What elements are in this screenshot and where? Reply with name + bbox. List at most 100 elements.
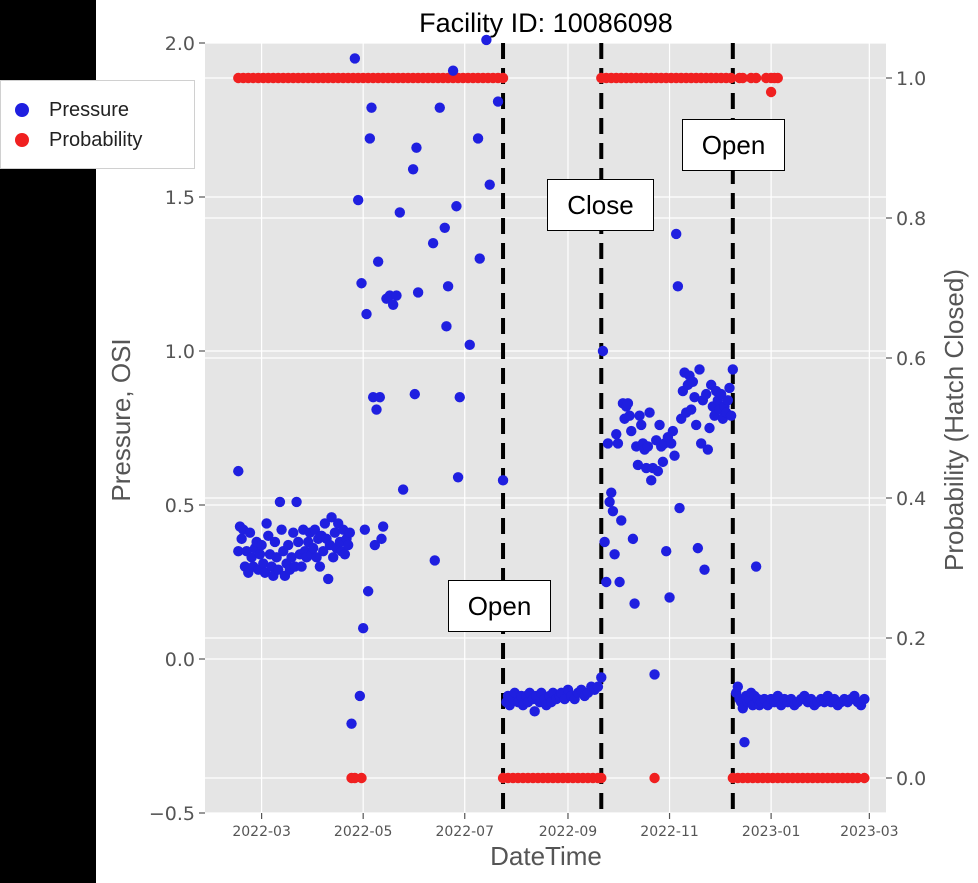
x-tick-label: 2023-01 — [742, 824, 801, 840]
pressure-point — [592, 681, 604, 692]
probability-point — [765, 86, 777, 98]
pressure-point — [318, 546, 329, 557]
pressure-point — [359, 524, 371, 535]
pressure-point — [644, 407, 655, 418]
pressure-point — [722, 395, 734, 406]
pressure-point — [602, 438, 614, 449]
pressure-point — [606, 487, 617, 498]
pressure-point — [626, 425, 637, 437]
pressure-point — [308, 542, 319, 554]
pressure-point — [411, 142, 422, 153]
pressure-point — [634, 410, 645, 421]
pressure-point — [344, 527, 356, 538]
x-axis-label: DateTime — [490, 841, 602, 871]
pressure-point — [271, 552, 282, 563]
pressure-point — [259, 567, 271, 578]
pressure-point — [667, 425, 679, 437]
pressure-point — [611, 428, 622, 440]
pressure-point — [529, 706, 540, 717]
pressure-point — [434, 102, 445, 113]
pressure-point — [724, 382, 735, 394]
pressure-point — [627, 533, 639, 545]
pressure-point — [286, 552, 297, 563]
pressure-point — [356, 278, 367, 289]
pressure-point — [666, 438, 677, 449]
y2-axis-label: Probability (Hatch Closed) — [939, 269, 969, 571]
pressure-point — [261, 518, 272, 529]
pressure-point — [481, 34, 492, 46]
pressure-point — [311, 552, 322, 563]
y-axis-label: Pressure, OSI — [106, 338, 136, 501]
pressure-point — [739, 736, 750, 748]
y2-tick-label: 0.8 — [896, 208, 926, 230]
pressure-point — [687, 376, 699, 387]
pressure-point — [273, 564, 284, 575]
pressure-point — [366, 102, 377, 113]
y-tick-label: 1.0 — [165, 341, 195, 363]
pressure-point — [604, 496, 615, 508]
pressure-point — [642, 441, 654, 452]
pressure-point — [646, 475, 657, 486]
pressure-point — [246, 552, 257, 563]
pressure-point — [601, 576, 612, 588]
pressure-point — [269, 536, 281, 548]
pressure-point — [283, 539, 294, 551]
pressure-point — [715, 388, 727, 400]
pressure-point — [674, 502, 685, 514]
pressure-point — [326, 512, 337, 523]
legend-label-probability: Probability — [49, 128, 143, 151]
legend-label-pressure: Pressure — [49, 98, 130, 121]
pressure-point — [609, 549, 620, 560]
pressure-point — [732, 681, 744, 692]
legend-marker-pressure — [15, 103, 29, 117]
pressure-point — [362, 586, 374, 597]
pressure-point — [484, 179, 495, 190]
pressure-point — [256, 539, 267, 551]
pressure-point — [454, 392, 465, 403]
y2-tick-label: 0.6 — [896, 348, 926, 370]
pressure-point — [654, 419, 665, 431]
probability-point — [750, 72, 762, 84]
pressure-point — [636, 419, 647, 431]
pressure-point — [323, 573, 334, 585]
x-tick-label: 2022-07 — [435, 824, 494, 840]
grid — [205, 42, 886, 814]
x-tick-label: 2022-09 — [539, 824, 598, 840]
pressure-point — [669, 450, 680, 461]
x-tick-label: 2022-03 — [232, 824, 291, 840]
pressure-point — [357, 623, 369, 634]
pressure-point — [629, 598, 640, 609]
x-tick-label: 2022-05 — [334, 824, 393, 840]
pressure-point — [371, 404, 382, 415]
y-tick-label: 0.5 — [165, 495, 195, 517]
probability-point — [649, 772, 660, 784]
chart-title: Facility ID: 10086098 — [419, 8, 673, 38]
y-tick-label: 0.0 — [165, 649, 195, 671]
pressure-point — [859, 693, 870, 705]
annotation-open-1: Open — [448, 580, 551, 632]
pressure-point — [296, 561, 307, 572]
y2-tick-label: 0.0 — [896, 768, 926, 790]
probability-point — [497, 72, 509, 84]
pressure-point — [342, 539, 354, 551]
pressure-point — [690, 419, 702, 431]
pressure-point — [339, 549, 351, 560]
pressure-point — [614, 576, 625, 588]
pressure-point — [452, 472, 464, 483]
pressure-point — [372, 256, 384, 267]
pressure-point — [750, 561, 762, 572]
pressure-point — [254, 549, 266, 560]
pressure-point — [364, 133, 376, 144]
pressure-point — [596, 672, 607, 683]
legend-entry-pressure: Pressure — [11, 97, 129, 123]
probability-point — [356, 772, 367, 784]
probability-point — [772, 72, 783, 84]
pressure-point — [377, 521, 389, 532]
pressure-point — [699, 564, 710, 575]
pressure-point — [349, 53, 361, 64]
pressure-point — [671, 228, 682, 240]
pressure-point — [328, 552, 339, 563]
plot-area — [205, 43, 886, 813]
pressure-point — [700, 388, 712, 400]
